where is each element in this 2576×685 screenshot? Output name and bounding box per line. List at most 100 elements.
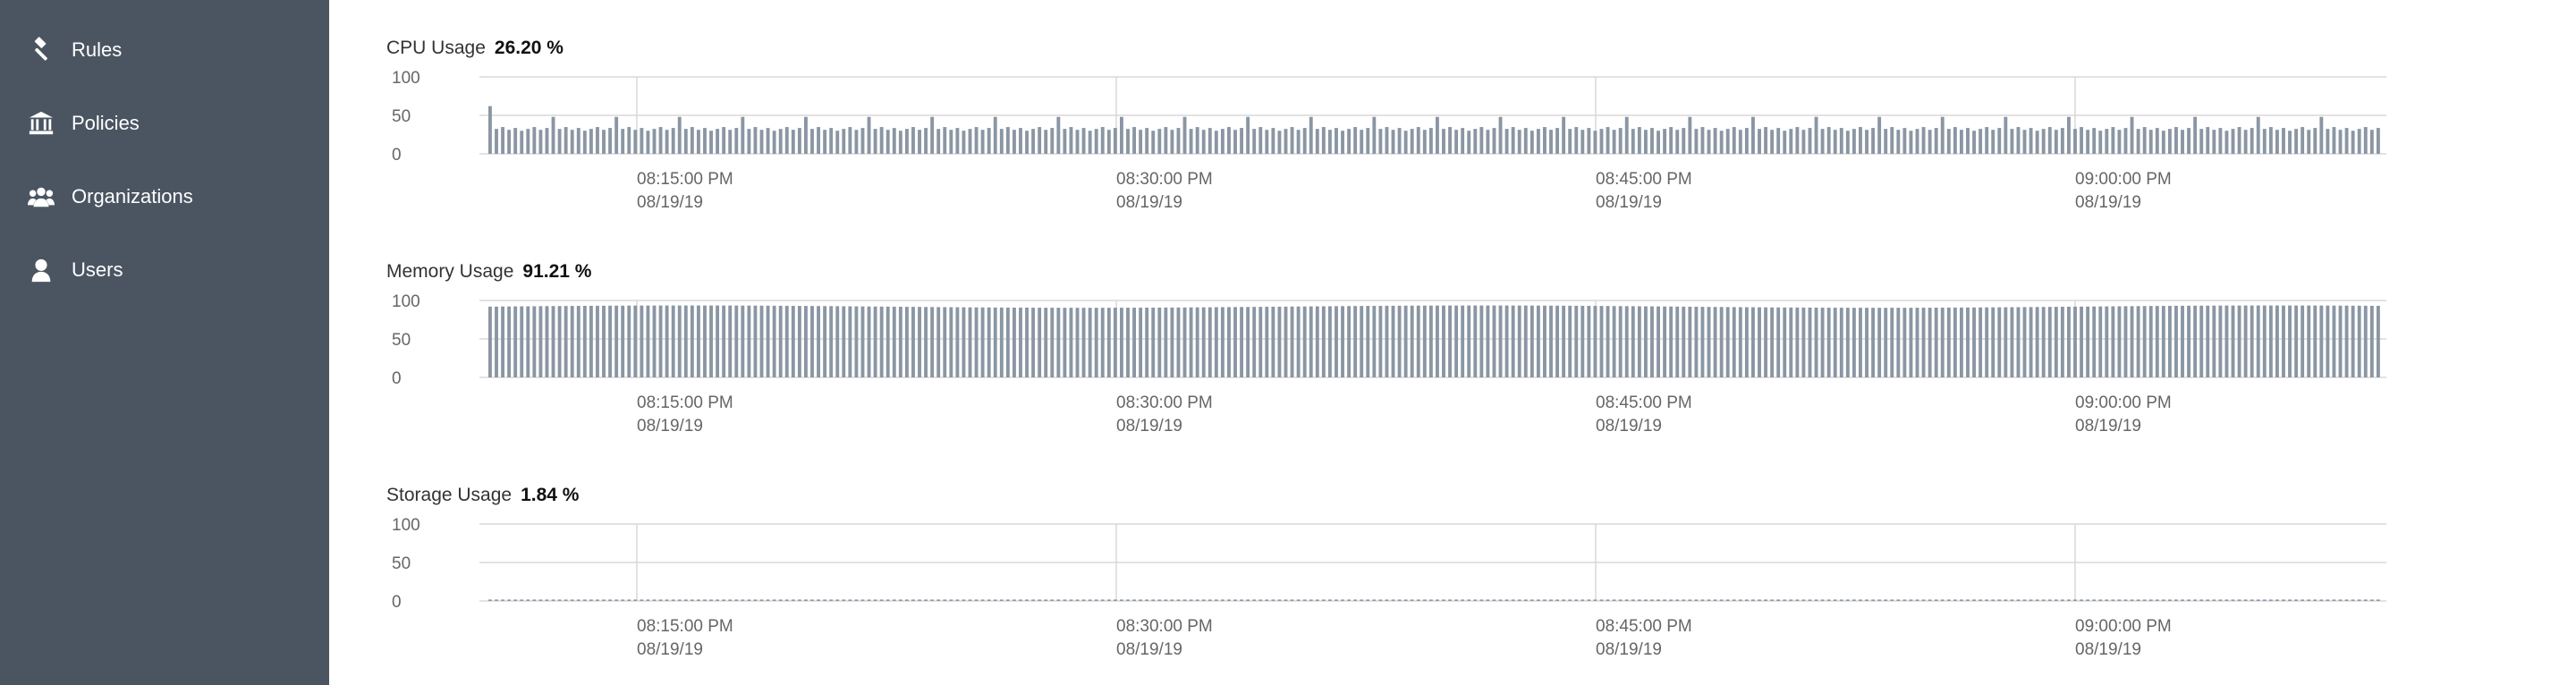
bar — [582, 599, 587, 601]
bar — [2092, 128, 2097, 154]
bar — [2111, 127, 2115, 154]
bar — [1436, 116, 1439, 154]
bar — [1214, 307, 1218, 377]
bar — [1208, 599, 1212, 601]
bar — [2148, 306, 2153, 377]
bar — [1808, 307, 1812, 377]
bar — [2256, 305, 2260, 377]
bar — [873, 599, 877, 601]
bar — [1694, 599, 1699, 601]
bar — [1599, 306, 1604, 377]
bar — [930, 307, 935, 377]
bar — [1403, 305, 1408, 377]
bar — [2206, 599, 2210, 601]
bar — [1063, 129, 1067, 154]
bar — [507, 599, 512, 601]
bar — [791, 306, 795, 377]
bar — [980, 130, 985, 154]
bar — [2047, 599, 2052, 601]
bar — [1050, 599, 1055, 601]
bar — [1050, 308, 1055, 377]
sidebar-item-users[interactable]: Users — [0, 243, 329, 297]
bar — [2022, 130, 2027, 154]
bar — [1783, 307, 1787, 377]
bar — [1580, 305, 1585, 377]
bar — [1921, 127, 1926, 154]
sidebar-item-rules[interactable]: Rules — [0, 23, 329, 77]
bar — [1473, 599, 1478, 601]
bar — [1972, 599, 1976, 601]
bar — [2250, 128, 2254, 154]
bar — [911, 307, 915, 377]
bar — [1170, 307, 1174, 377]
bar — [2301, 599, 2305, 601]
bar — [1543, 127, 1546, 154]
bar — [1044, 308, 1048, 377]
bar — [2332, 599, 2336, 601]
bar — [1246, 116, 1250, 154]
bar — [532, 306, 537, 377]
bar — [1284, 129, 1288, 154]
bar — [1928, 599, 1932, 601]
bar — [1378, 305, 1383, 377]
bar — [2174, 305, 2178, 377]
bar — [2117, 599, 2122, 601]
bar — [759, 305, 764, 377]
bar — [1486, 599, 1490, 601]
bar — [2130, 599, 2134, 601]
bar — [778, 305, 783, 377]
bar — [1650, 128, 1654, 154]
bar — [1915, 308, 1919, 377]
bar — [1606, 599, 1610, 601]
user-icon — [27, 256, 55, 284]
bar — [1700, 127, 1705, 154]
bar — [1265, 599, 1269, 601]
x-tick-date: 08/19/19 — [1596, 193, 1662, 212]
bar — [1498, 305, 1503, 377]
bar — [1523, 599, 1528, 601]
bar — [2376, 305, 2380, 377]
bar — [1580, 599, 1585, 601]
bar — [784, 127, 789, 154]
bar — [2268, 127, 2273, 154]
bar — [1839, 308, 1843, 377]
bar — [1940, 308, 1945, 377]
bar — [621, 129, 625, 154]
bar — [1277, 131, 1282, 154]
bar — [1208, 128, 1212, 154]
bar — [633, 599, 638, 601]
bar — [1025, 131, 1029, 154]
bar — [1587, 599, 1591, 601]
bar — [2218, 128, 2223, 154]
bar — [570, 130, 574, 154]
bar — [1309, 599, 1313, 601]
metric-value: 1.84 % — [521, 485, 580, 505]
bar — [1890, 127, 1894, 154]
bar — [1530, 599, 1534, 601]
bar — [2262, 129, 2267, 154]
bar — [930, 599, 935, 601]
bar — [1428, 305, 1433, 377]
x-tick-time: 08:30:00 PM — [1116, 393, 1213, 412]
bar — [2054, 307, 2058, 377]
bar — [501, 599, 504, 601]
sidebar-item-policies[interactable]: Policies — [0, 97, 329, 150]
sidebar-item-organizations[interactable]: Organizations — [0, 170, 329, 224]
bar — [633, 130, 638, 154]
bar — [1675, 130, 1680, 154]
bar — [2010, 129, 2014, 154]
bar — [1997, 307, 2002, 377]
metric-label: Storage Usage — [386, 485, 513, 505]
bar — [1100, 308, 1105, 377]
bar — [690, 127, 694, 154]
bar — [1884, 308, 1888, 377]
bar — [1189, 599, 1193, 601]
bar — [1044, 130, 1048, 154]
bar — [1422, 599, 1427, 601]
bar — [1669, 306, 1674, 377]
bar — [2275, 130, 2279, 154]
bar — [621, 599, 625, 601]
bar — [1353, 599, 1358, 601]
bar — [2187, 128, 2191, 154]
bar — [2344, 128, 2349, 154]
